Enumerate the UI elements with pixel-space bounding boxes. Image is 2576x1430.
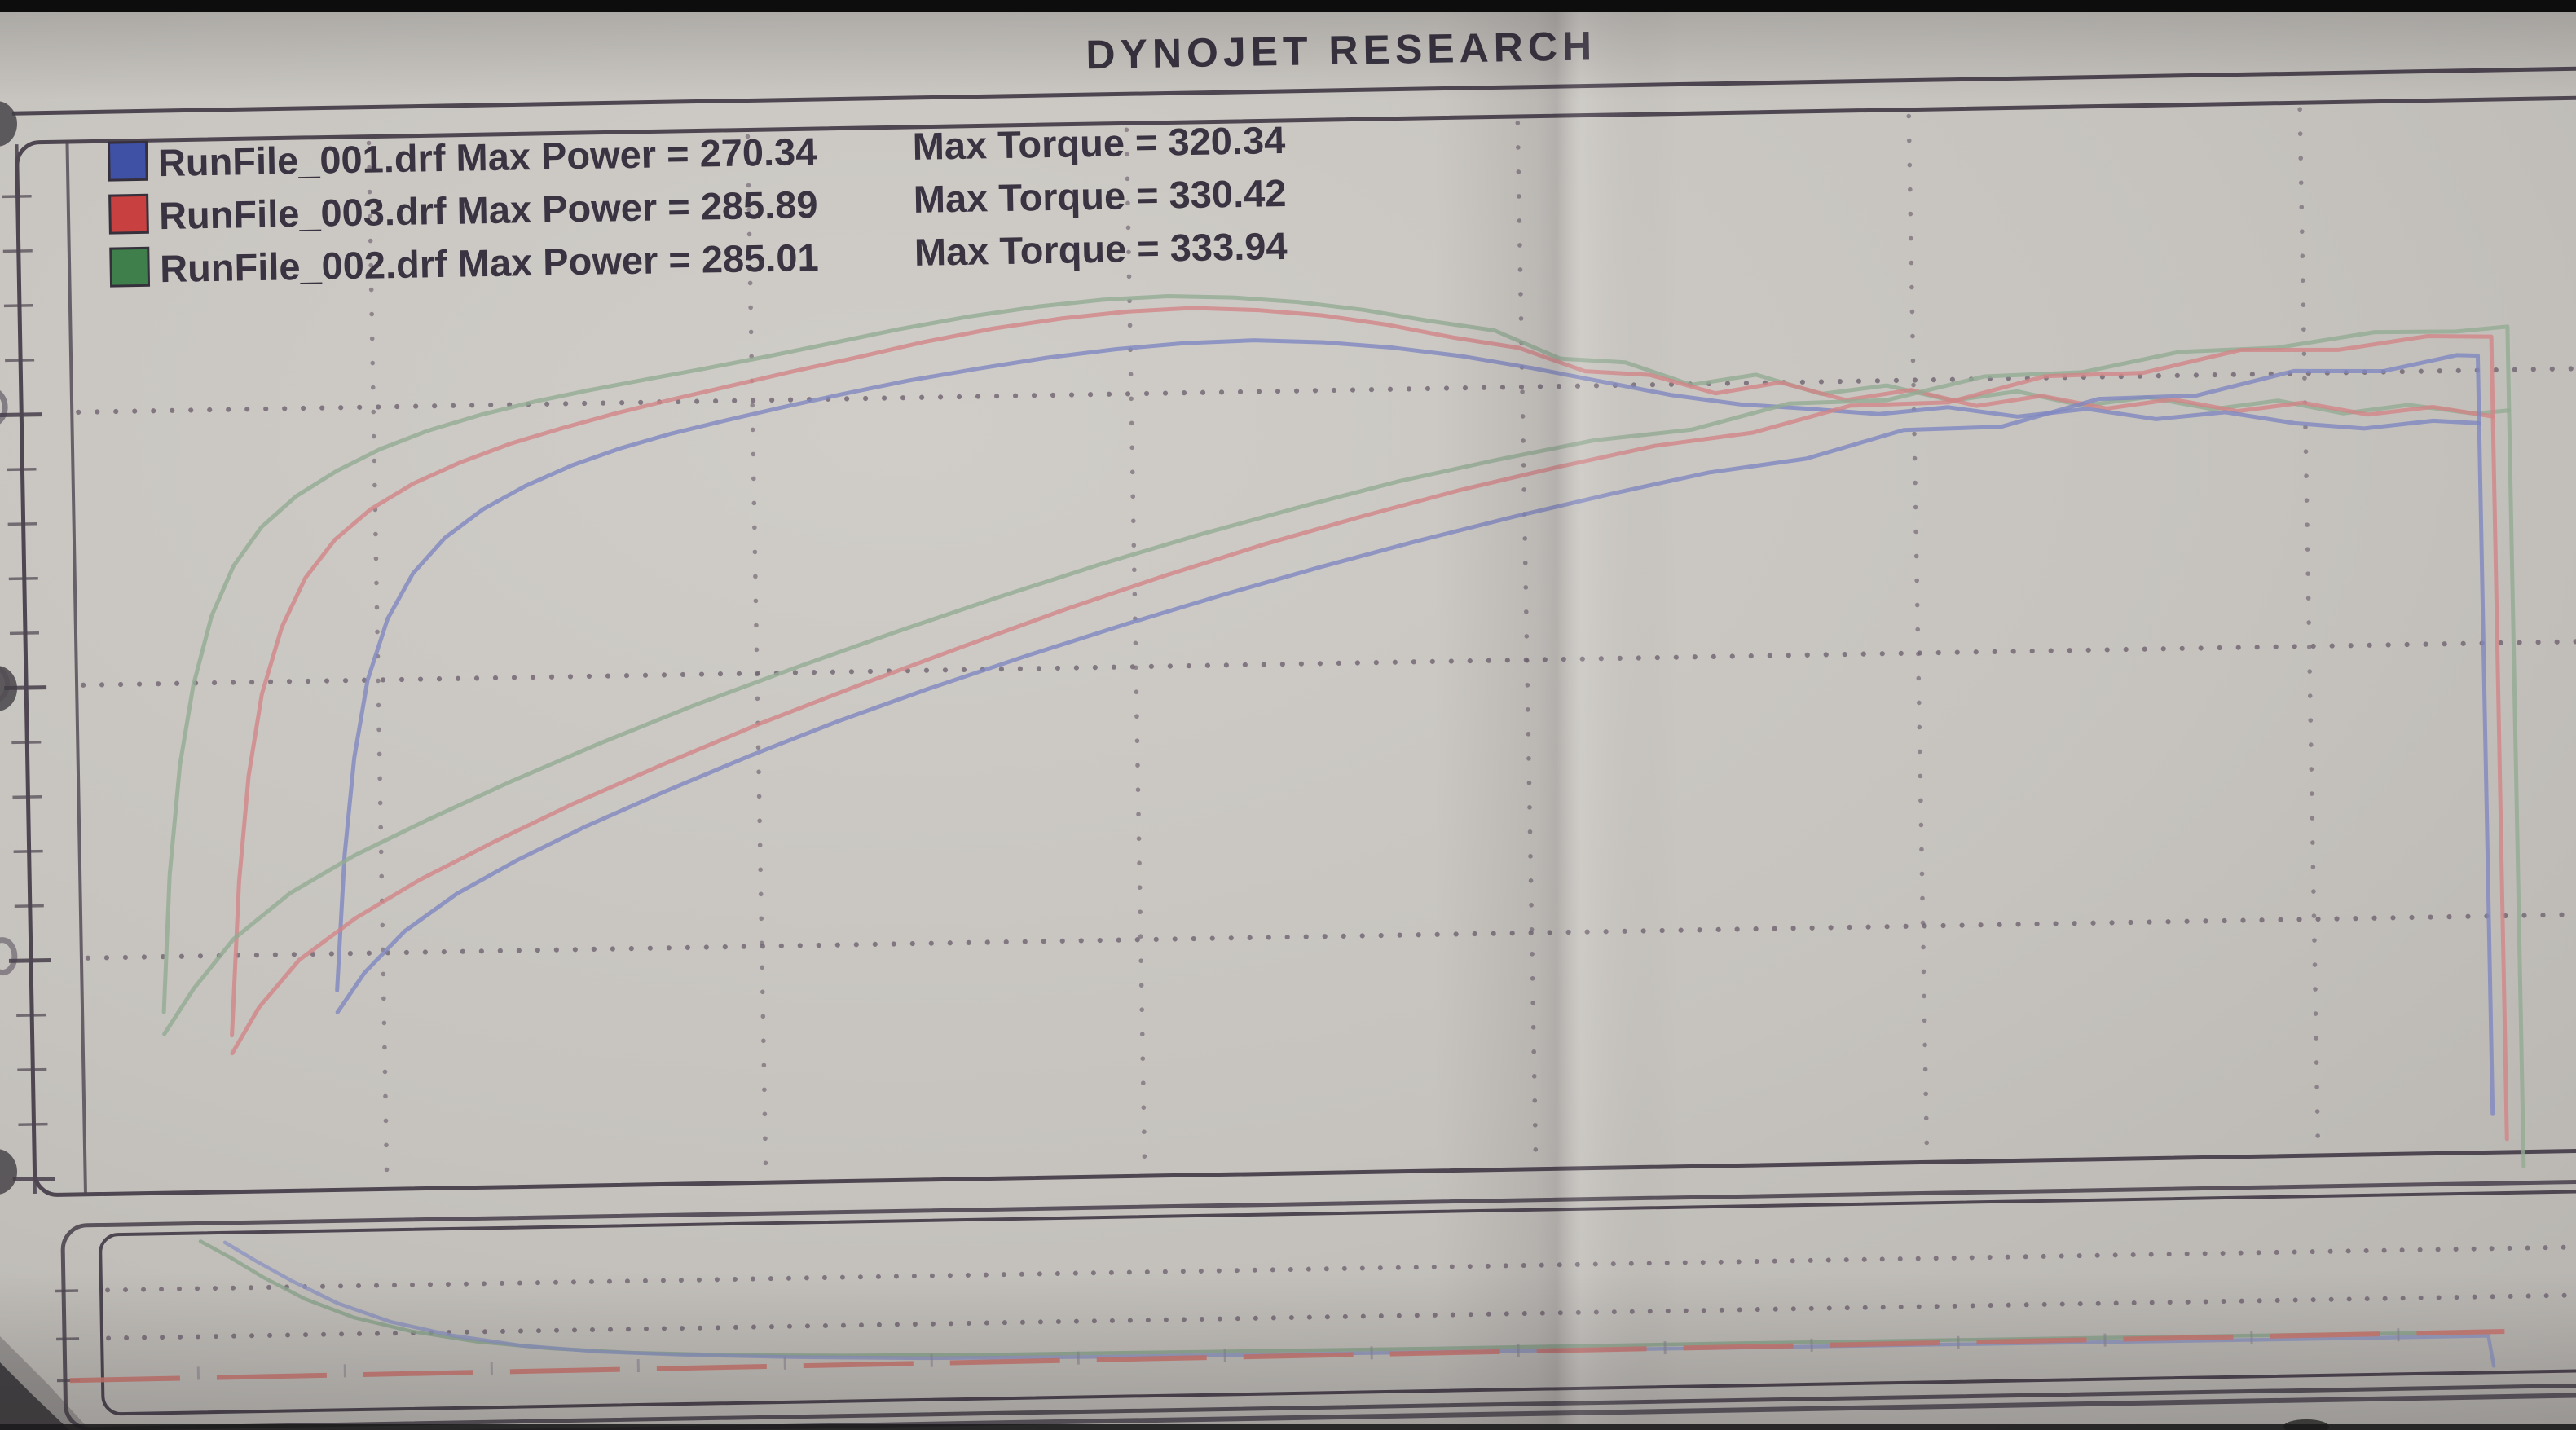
hole-punch-top: [0, 101, 17, 147]
curve-runfile-002-power: [162, 324, 2526, 1169]
curve-runfile-001-power: [335, 353, 2495, 1116]
curve-runfile-001-torque: [335, 338, 2481, 992]
bottom-edge-shading: [0, 1271, 2576, 1430]
legend-row-3-torque: Max Torque = 333.94: [914, 224, 1288, 274]
legend-swatch-runfile-003: [108, 193, 149, 235]
photo-bottom-dark-edge: [0, 1424, 2576, 1430]
bottom-left-corner-shadow: [0, 1362, 69, 1430]
top-edge-shading: [0, 11, 2576, 101]
legend-row-2-torque: Max Torque = 330.42: [913, 171, 1286, 221]
power-torque-curves: [161, 293, 2526, 1169]
paper-fold-shading: [1434, 12, 1679, 1430]
legend: RunFile_001.drf Max Power = 270.34 Max T…: [107, 118, 1288, 290]
legend-swatch-runfile-002: [109, 246, 151, 288]
curve-runfile-003-torque: [230, 306, 2495, 1038]
curve-runfile-003-power: [230, 334, 2509, 1142]
legend-swatch-runfile-001: [107, 140, 148, 182]
main-panel-inner-left-line: [65, 143, 87, 1193]
bottom-left-corner-soft-shadow: [0, 1336, 90, 1430]
legend-row-1-torque: Max Torque = 320.34: [912, 118, 1285, 168]
photo-top-black-edge: [0, 0, 2576, 12]
hole-punch-middle: [0, 666, 17, 711]
hole-punch-bottom: [0, 1149, 17, 1195]
